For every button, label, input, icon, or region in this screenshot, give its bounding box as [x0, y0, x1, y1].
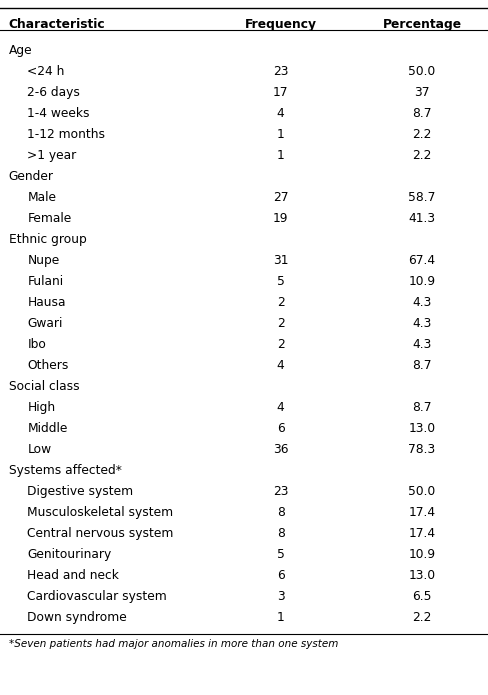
- Text: 10.9: 10.9: [408, 275, 436, 288]
- Text: 36: 36: [273, 443, 288, 456]
- Text: 2.2: 2.2: [412, 611, 432, 624]
- Text: 8: 8: [277, 506, 285, 519]
- Text: 8.7: 8.7: [412, 401, 432, 414]
- Text: 67.4: 67.4: [408, 254, 436, 267]
- Text: Female: Female: [27, 212, 72, 225]
- Text: 4: 4: [277, 359, 285, 372]
- Text: 4.3: 4.3: [412, 317, 432, 330]
- Text: 50.0: 50.0: [408, 485, 436, 498]
- Text: Age: Age: [9, 44, 32, 57]
- Text: Down syndrome: Down syndrome: [27, 611, 127, 624]
- Text: Fulani: Fulani: [27, 275, 63, 288]
- Text: 4.3: 4.3: [412, 338, 432, 351]
- Text: 50.0: 50.0: [408, 65, 436, 78]
- Text: 2: 2: [277, 317, 285, 330]
- Text: 78.3: 78.3: [408, 443, 436, 456]
- Text: 1-4 weeks: 1-4 weeks: [27, 107, 90, 120]
- Text: 8: 8: [277, 527, 285, 540]
- Text: <24 h: <24 h: [27, 65, 65, 78]
- Text: 1-12 months: 1-12 months: [27, 128, 105, 141]
- Text: 2: 2: [277, 338, 285, 351]
- Text: Hausa: Hausa: [27, 296, 66, 309]
- Text: 17: 17: [273, 86, 288, 99]
- Text: Others: Others: [27, 359, 69, 372]
- Text: 4: 4: [277, 401, 285, 414]
- Text: Male: Male: [27, 191, 56, 204]
- Text: 1: 1: [277, 149, 285, 162]
- Text: 17.4: 17.4: [408, 527, 436, 540]
- Text: 8.7: 8.7: [412, 107, 432, 120]
- Text: 27: 27: [273, 191, 288, 204]
- Text: Percentage: Percentage: [383, 18, 462, 31]
- Text: Ibo: Ibo: [27, 338, 46, 351]
- Text: 4: 4: [277, 107, 285, 120]
- Text: 2-6 days: 2-6 days: [27, 86, 80, 99]
- Text: Head and neck: Head and neck: [27, 569, 119, 582]
- Text: Frequency: Frequency: [244, 18, 317, 31]
- Text: Digestive system: Digestive system: [27, 485, 133, 498]
- Text: 10.9: 10.9: [408, 548, 436, 561]
- Text: 13.0: 13.0: [408, 422, 436, 435]
- Text: 8.7: 8.7: [412, 359, 432, 372]
- Text: 5: 5: [277, 275, 285, 288]
- Text: Low: Low: [27, 443, 51, 456]
- Text: Genitourinary: Genitourinary: [27, 548, 112, 561]
- Text: 13.0: 13.0: [408, 569, 436, 582]
- Text: Cardiovascular system: Cardiovascular system: [27, 590, 167, 603]
- Text: 31: 31: [273, 254, 288, 267]
- Text: 1: 1: [277, 611, 285, 624]
- Text: 4.3: 4.3: [412, 296, 432, 309]
- Text: 58.7: 58.7: [408, 191, 436, 204]
- Text: Gender: Gender: [9, 170, 54, 183]
- Text: 23: 23: [273, 485, 288, 498]
- Text: 5: 5: [277, 548, 285, 561]
- Text: High: High: [27, 401, 56, 414]
- Text: 6: 6: [277, 569, 285, 582]
- Text: 6: 6: [277, 422, 285, 435]
- Text: 41.3: 41.3: [408, 212, 436, 225]
- Text: 2: 2: [277, 296, 285, 309]
- Text: Systems affected*: Systems affected*: [9, 464, 122, 477]
- Text: 2.2: 2.2: [412, 128, 432, 141]
- Text: Middle: Middle: [27, 422, 68, 435]
- Text: 19: 19: [273, 212, 288, 225]
- Text: >1 year: >1 year: [27, 149, 77, 162]
- Text: 37: 37: [414, 86, 430, 99]
- Text: Musculoskeletal system: Musculoskeletal system: [27, 506, 173, 519]
- Text: 2.2: 2.2: [412, 149, 432, 162]
- Text: Characteristic: Characteristic: [9, 18, 105, 31]
- Text: *Seven patients had major anomalies in more than one system: *Seven patients had major anomalies in m…: [9, 639, 338, 649]
- Text: 3: 3: [277, 590, 285, 603]
- Text: Ethnic group: Ethnic group: [9, 233, 86, 246]
- Text: Nupe: Nupe: [27, 254, 60, 267]
- Text: 1: 1: [277, 128, 285, 141]
- Text: 17.4: 17.4: [408, 506, 436, 519]
- Text: 6.5: 6.5: [412, 590, 432, 603]
- Text: 23: 23: [273, 65, 288, 78]
- Text: Gwari: Gwari: [27, 317, 62, 330]
- Text: Social class: Social class: [9, 380, 80, 393]
- Text: Central nervous system: Central nervous system: [27, 527, 174, 540]
